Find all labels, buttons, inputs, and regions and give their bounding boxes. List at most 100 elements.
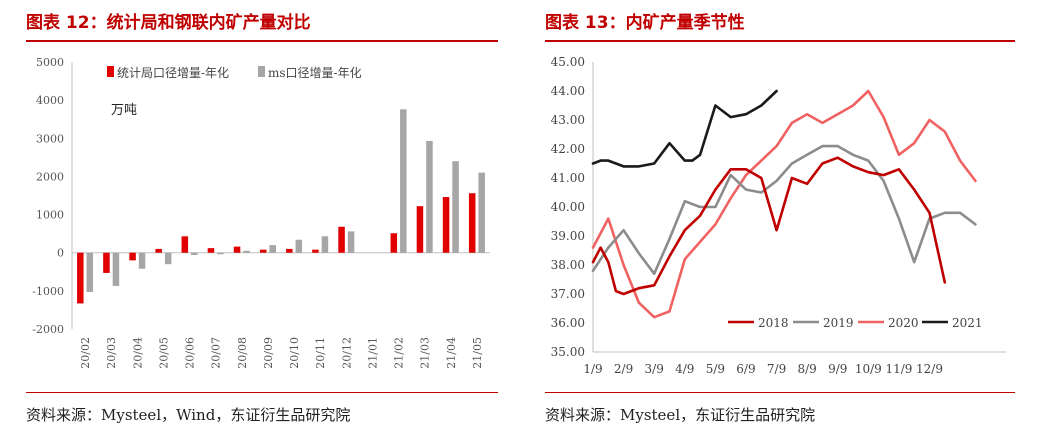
y-tick-label: 37.00 — [551, 287, 585, 301]
bar-ms — [138, 252, 146, 269]
y-tick-label: 39.00 — [551, 229, 585, 243]
x-tick-label: 4/9 — [675, 362, 694, 376]
bar-stat-bureau — [468, 193, 476, 253]
x-tick-label: 11/9 — [885, 362, 912, 376]
x-tick-label: 2/9 — [614, 362, 633, 376]
x-tick-label: 21/01 — [366, 337, 379, 369]
bar-ms — [217, 252, 224, 255]
bar-ms — [478, 172, 485, 253]
legend-label-2019: 2019 — [823, 316, 854, 330]
x-tick-label: 21/02 — [393, 337, 406, 369]
bar-ms — [112, 252, 120, 286]
bar-ms — [243, 250, 250, 253]
x-tick-label: 20/02 — [79, 337, 92, 369]
legend-label-stat-bureau: 统计局口径增量-年化 — [117, 66, 229, 80]
y-tick-label: 3000 — [36, 132, 64, 145]
bar-ms — [452, 161, 459, 253]
x-tick-label: 20/03 — [105, 337, 118, 369]
bar-ms — [321, 236, 329, 253]
bar-ms — [164, 252, 172, 265]
unit-annotation: 万吨 — [111, 103, 137, 118]
y-tick-label: 2000 — [36, 170, 64, 183]
bar-stat-bureau — [207, 248, 215, 253]
y-tick-label: 45.00 — [551, 55, 585, 69]
x-tick-label: 20/04 — [131, 337, 144, 369]
figure13-source: 资料来源：Mysteel，东证衍生品研究院 — [545, 406, 816, 424]
figure12-title: 图表 12：统计局和钢联内矿产量对比 — [26, 13, 311, 33]
x-tick-label: 12/9 — [916, 362, 943, 376]
x-tick-label: 1/9 — [583, 362, 602, 376]
y-tick-label: -1000 — [32, 285, 64, 298]
y-tick-label: 44.00 — [551, 84, 585, 98]
y-tick-label: 42.00 — [551, 142, 585, 156]
bar-stat-bureau — [416, 206, 424, 253]
x-tick-label: 7/9 — [767, 362, 786, 376]
bar-ms — [86, 252, 94, 293]
y-tick-label: 43.00 — [551, 113, 585, 127]
bar-stat-bureau — [390, 233, 398, 253]
figure12-source: 资料来源：Mysteel，Wind，东证衍生品研究院 — [26, 406, 351, 424]
bar-stat-bureau — [77, 252, 84, 304]
x-tick-label: 5/9 — [706, 362, 725, 376]
bar-ms — [426, 140, 433, 253]
legend-swatch-stat-bureau — [107, 66, 114, 77]
x-tick-label: 3/9 — [645, 362, 664, 376]
legend-label-2021: 2021 — [952, 316, 983, 330]
bar-stat-bureau — [181, 236, 189, 253]
legend-swatch-ms — [258, 66, 265, 77]
series-line-2018 — [591, 156, 947, 296]
x-tick-label: 8/9 — [797, 362, 816, 376]
title-rule — [545, 40, 1015, 42]
y-tick-label: 5000 — [36, 56, 64, 69]
y-tick-label: -2000 — [32, 323, 64, 336]
x-tick-label: 20/08 — [236, 337, 249, 369]
series-line-2021 — [591, 89, 778, 168]
source-rule — [26, 392, 498, 393]
x-tick-label: 20/10 — [288, 337, 301, 369]
bar-stat-bureau — [259, 249, 267, 253]
bar-stat-bureau — [442, 197, 450, 253]
x-tick-label: 20/07 — [210, 337, 223, 369]
series-line-2020 — [591, 89, 977, 319]
y-tick-label: 0 — [57, 247, 64, 260]
bar-stat-bureau — [103, 252, 110, 273]
x-tick-label: 9/9 — [828, 362, 847, 376]
x-tick-label: 21/05 — [471, 337, 484, 369]
source-rule — [545, 392, 1015, 393]
bar-ms — [191, 252, 198, 256]
legend-label-2020: 2020 — [888, 316, 919, 330]
y-tick-label: 4000 — [36, 94, 64, 107]
x-tick-label: 20/12 — [340, 337, 353, 369]
x-tick-label: 21/03 — [419, 337, 432, 369]
x-tick-label: 20/09 — [262, 337, 275, 369]
y-tick-label: 35.00 — [551, 345, 585, 359]
y-tick-label: 1000 — [36, 209, 64, 222]
y-tick-label: 41.00 — [551, 171, 585, 185]
legend-label-ms: ms口径增量-年化 — [268, 66, 362, 80]
x-tick-label: 10/9 — [855, 362, 882, 376]
figure13-title: 图表 13：内矿产量季节性 — [545, 13, 745, 33]
bar-stat-bureau — [233, 246, 241, 253]
y-tick-label: 38.00 — [551, 258, 585, 272]
bar-stat-bureau — [155, 248, 162, 253]
x-tick-label: 20/06 — [184, 337, 197, 369]
y-tick-label: 36.00 — [551, 316, 585, 330]
bar-stat-bureau — [286, 248, 293, 253]
x-tick-label: 20/11 — [314, 337, 327, 369]
x-tick-label: 20/05 — [157, 337, 170, 369]
legend-label-2018: 2018 — [758, 316, 789, 330]
bar-ms — [269, 245, 276, 253]
bar-ms — [400, 109, 407, 253]
bar-ms — [347, 231, 355, 253]
x-tick-label: 21/04 — [445, 337, 458, 369]
title-rule — [26, 40, 498, 42]
series-line-2019 — [591, 144, 977, 276]
bar-stat-bureau — [129, 252, 136, 261]
bar-stat-bureau — [338, 226, 345, 253]
bar-stat-bureau — [312, 249, 319, 253]
x-tick-label: 6/9 — [736, 362, 755, 376]
bar-ms — [295, 239, 303, 253]
y-tick-label: 40.00 — [551, 200, 585, 214]
